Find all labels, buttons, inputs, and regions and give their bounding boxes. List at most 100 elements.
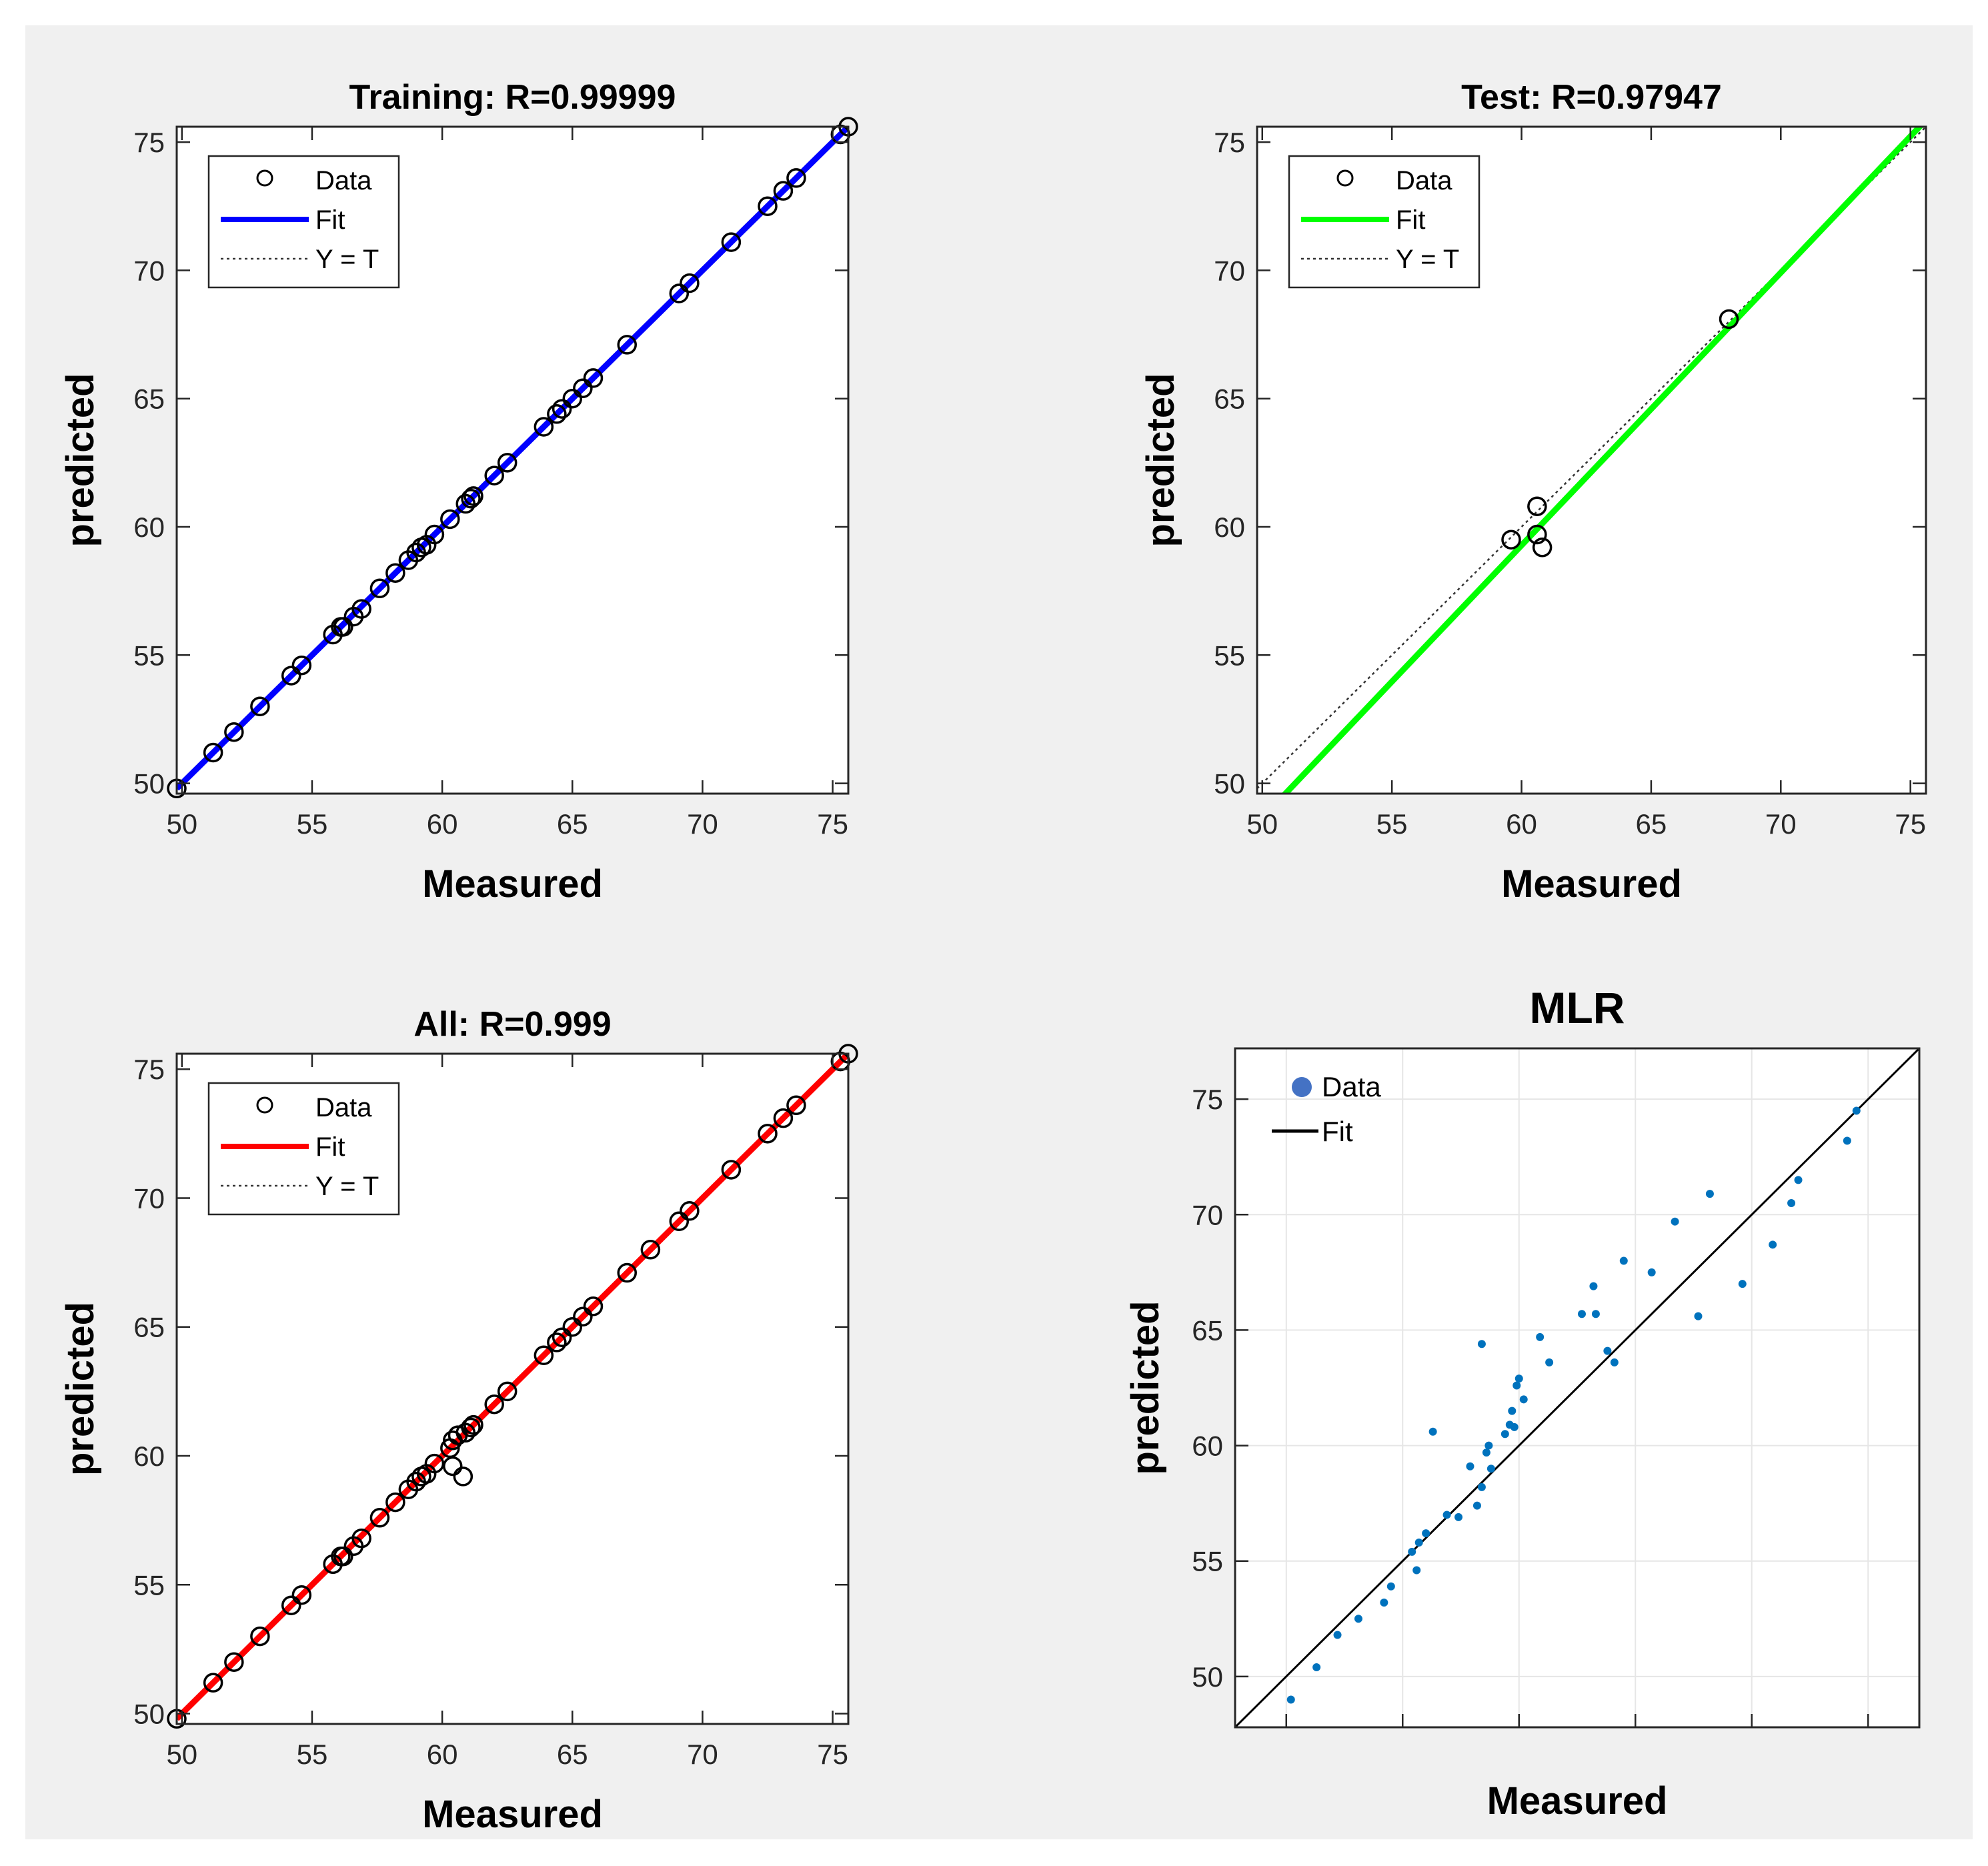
data-point bbox=[1472, 1501, 1481, 1510]
data-point bbox=[442, 1456, 463, 1477]
data-point bbox=[250, 1626, 270, 1647]
x-tick-label: 55 bbox=[297, 1739, 328, 1770]
x-tick-label: 60 bbox=[427, 808, 458, 840]
y-tick-label: 75 bbox=[133, 1054, 165, 1085]
data-point bbox=[1442, 1511, 1451, 1519]
x-tick-label: 50 bbox=[1246, 808, 1278, 840]
y-tick-label: 70 bbox=[1214, 255, 1245, 286]
data-point bbox=[1286, 1695, 1295, 1704]
y-tick-label: 75 bbox=[133, 127, 165, 158]
plot-lines bbox=[177, 127, 848, 791]
data-point bbox=[291, 1585, 312, 1605]
x-tick-label: 55 bbox=[297, 808, 328, 840]
data-point bbox=[1484, 1441, 1493, 1450]
data-point bbox=[1414, 1538, 1423, 1547]
data-point bbox=[640, 1240, 661, 1260]
legend-label: Data bbox=[1396, 166, 1452, 195]
y-tick-label: 65 bbox=[1192, 1314, 1223, 1346]
data-point bbox=[773, 1108, 794, 1128]
axes-box bbox=[1234, 1047, 1921, 1729]
y-tick-label: 50 bbox=[133, 1699, 165, 1730]
x-axis-label: Measured bbox=[1487, 1779, 1668, 1823]
data-point bbox=[1532, 538, 1553, 558]
plot-lines bbox=[1235, 1048, 1919, 1727]
fit-line bbox=[1235, 1048, 1919, 1727]
data-point bbox=[442, 1431, 463, 1451]
y-tick-label: 55 bbox=[133, 1569, 165, 1601]
y-tick-label: 55 bbox=[1192, 1546, 1223, 1577]
y-tick-label: 65 bbox=[1214, 383, 1245, 415]
data-point bbox=[1380, 1599, 1388, 1607]
data-point bbox=[385, 1492, 405, 1513]
data-point bbox=[1519, 1395, 1528, 1404]
data-point bbox=[617, 1262, 637, 1283]
data-point bbox=[203, 742, 223, 763]
y-tick-label: 70 bbox=[133, 1182, 165, 1214]
y-axis-label: predicted bbox=[59, 373, 102, 547]
data-point bbox=[1843, 1136, 1851, 1145]
x-axis-label: Measured bbox=[422, 1793, 603, 1836]
chart-all: 50 55 60 65 70 75 50 55 60 65 70 75 All: R=0.999 Meas… bbox=[59, 1005, 858, 1836]
data-point bbox=[440, 509, 460, 530]
legend-label: Data bbox=[1322, 1071, 1381, 1102]
data-point bbox=[281, 666, 301, 686]
y-tick-label: 65 bbox=[133, 1312, 165, 1343]
legend-marker-data bbox=[1336, 169, 1354, 187]
data-point bbox=[669, 283, 690, 303]
x-tick-label: 55 bbox=[1376, 808, 1408, 840]
x-axis-label: Measured bbox=[1501, 862, 1682, 906]
y-tick-label: 55 bbox=[1214, 640, 1245, 671]
y-tick-label: 65 bbox=[133, 383, 165, 415]
data-point bbox=[1510, 1423, 1519, 1431]
legend-label: Data bbox=[315, 166, 372, 195]
legend-marker-data bbox=[256, 169, 273, 187]
legend-marker-data bbox=[256, 1096, 273, 1114]
data-point bbox=[1610, 1358, 1619, 1366]
legend-label: Y = T bbox=[315, 1172, 379, 1201]
legend-label: Y = T bbox=[315, 245, 379, 274]
data-point bbox=[463, 1415, 483, 1435]
data-point bbox=[1719, 309, 1739, 329]
legend-label: Fit bbox=[1322, 1116, 1353, 1147]
data-point bbox=[786, 168, 806, 188]
fit-line bbox=[177, 127, 848, 791]
data-point bbox=[333, 1547, 353, 1567]
data-point bbox=[573, 1306, 593, 1327]
data-point bbox=[573, 378, 593, 399]
data-point bbox=[497, 453, 518, 473]
plot-lines bbox=[1257, 127, 1926, 794]
data-point bbox=[463, 486, 483, 506]
data-point bbox=[224, 1652, 244, 1672]
data-point bbox=[351, 599, 371, 619]
data-point bbox=[680, 1201, 700, 1221]
data-point bbox=[453, 1467, 473, 1487]
chart-title: Training: R=0.99999 bbox=[349, 78, 676, 117]
data-point bbox=[497, 1381, 518, 1402]
x-tick-label: 60 bbox=[427, 1739, 458, 1770]
data-point bbox=[281, 1595, 301, 1615]
data-point bbox=[1852, 1106, 1861, 1115]
fit-line bbox=[1281, 127, 1924, 794]
data-point bbox=[224, 722, 244, 742]
data-point bbox=[1787, 1198, 1796, 1207]
data-point bbox=[758, 1124, 778, 1144]
fit-line bbox=[177, 1054, 848, 1721]
x-tick-label: 70 bbox=[687, 808, 718, 840]
data-point bbox=[1527, 524, 1547, 545]
data-point bbox=[583, 1296, 604, 1316]
legend-label: Y = T bbox=[1396, 245, 1459, 274]
x-tick-label: 65 bbox=[557, 808, 588, 840]
data-point bbox=[1354, 1615, 1362, 1623]
data-point bbox=[351, 1528, 371, 1549]
legend-label: Fit bbox=[1396, 205, 1425, 235]
legend-label: Fit bbox=[315, 205, 345, 235]
data-point bbox=[552, 1327, 572, 1347]
data-point bbox=[1312, 1663, 1321, 1671]
data-point bbox=[1705, 1190, 1714, 1198]
data-point bbox=[721, 1160, 742, 1180]
data-point bbox=[333, 617, 353, 637]
data-point bbox=[552, 399, 572, 419]
data-point bbox=[1466, 1462, 1474, 1471]
data-point bbox=[773, 181, 794, 201]
legend-label: Data bbox=[315, 1093, 372, 1122]
